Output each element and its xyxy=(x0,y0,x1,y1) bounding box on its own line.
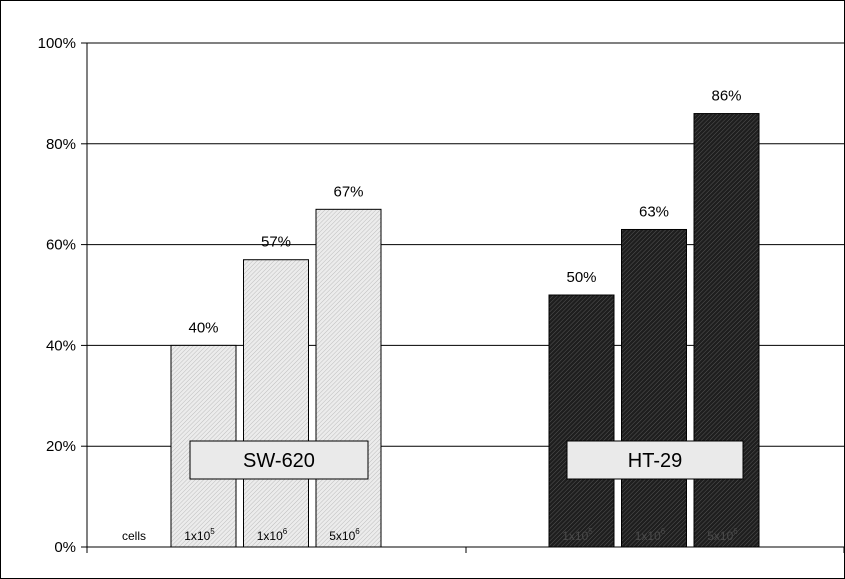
data-label: 40% xyxy=(188,319,218,336)
condition-label: 1x106 xyxy=(635,527,666,543)
data-label: 57% xyxy=(261,234,291,251)
condition-label: 1x105 xyxy=(184,527,215,543)
y-tick-label: 40% xyxy=(46,337,76,354)
condition-label: 5x106 xyxy=(707,527,738,543)
cells-label: cells xyxy=(122,529,146,543)
bar-sw-620-2 xyxy=(243,259,309,548)
group-label-box xyxy=(566,440,744,480)
group-label-box xyxy=(189,440,369,480)
bar-sw-620-3 xyxy=(315,208,382,548)
condition-label: 1x106 xyxy=(257,527,288,543)
y-tick-label: 80% xyxy=(46,136,76,153)
data-label: 50% xyxy=(566,269,596,286)
data-label: 86% xyxy=(711,88,741,105)
y-tick-label: 100% xyxy=(38,35,76,52)
bar-ht-29-2 xyxy=(621,228,687,548)
data-label: 63% xyxy=(639,203,669,220)
y-tick-label: 60% xyxy=(46,237,76,254)
y-tick-label: 0% xyxy=(54,539,76,556)
condition-label: 5x106 xyxy=(329,527,360,543)
bar-ht-29-3 xyxy=(693,113,760,548)
group-label: SW-620 xyxy=(243,450,315,472)
condition-label: 1x105 xyxy=(562,527,593,543)
bar-ht-29-1 xyxy=(548,294,615,548)
y-tick-label: 20% xyxy=(46,438,76,455)
data-label: 67% xyxy=(333,183,363,200)
group-label: HT-29 xyxy=(628,450,682,472)
labels: 0% 20% 40% 60% 80% 100% cells 40% 1x105 57% 1x106 6… xyxy=(38,35,744,556)
